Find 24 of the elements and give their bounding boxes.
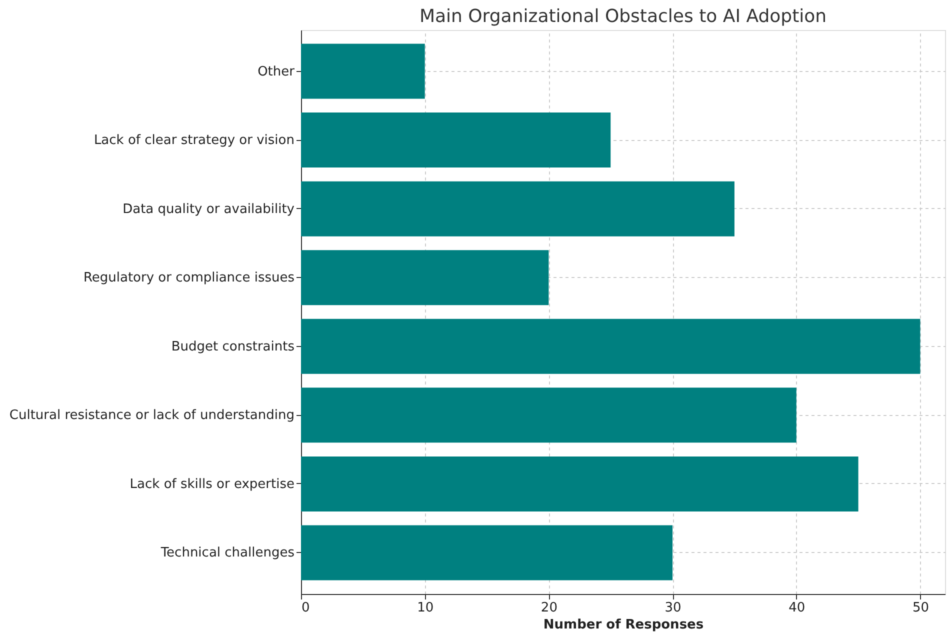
x-tick-label: 0 — [302, 600, 310, 616]
y-tick-label: Other — [258, 64, 296, 80]
bar — [301, 112, 611, 168]
bar — [301, 525, 673, 580]
x-tick-label: 40 — [788, 600, 806, 616]
bar — [301, 388, 796, 443]
y-tick-label: Regulatory or compliance issues — [83, 270, 295, 286]
x-tick-label: 20 — [540, 600, 558, 616]
bar — [301, 250, 549, 306]
y-tick-label: Data quality or availability — [122, 202, 295, 217]
y-tick-label: Technical challenges — [160, 546, 295, 561]
y-tick-label: Lack of skills or expertise — [130, 476, 294, 492]
chart-title: Main Organizational Obstacles to AI Adoption — [419, 6, 827, 27]
x-tick-label: 30 — [664, 600, 682, 616]
x-axis-title: Number of Responses — [543, 618, 704, 632]
bar — [301, 456, 858, 512]
bar — [301, 181, 734, 236]
x-tick-label: 10 — [417, 600, 434, 616]
bar — [301, 318, 920, 374]
bar — [301, 44, 425, 99]
y-tick-label: Lack of clear strategy or vision — [94, 133, 294, 148]
y-tick-label: Budget constraints — [171, 339, 295, 354]
y-tick-label: Cultural resistance or lack of understanding — [9, 408, 294, 424]
x-tick-label: 50 — [912, 600, 930, 616]
